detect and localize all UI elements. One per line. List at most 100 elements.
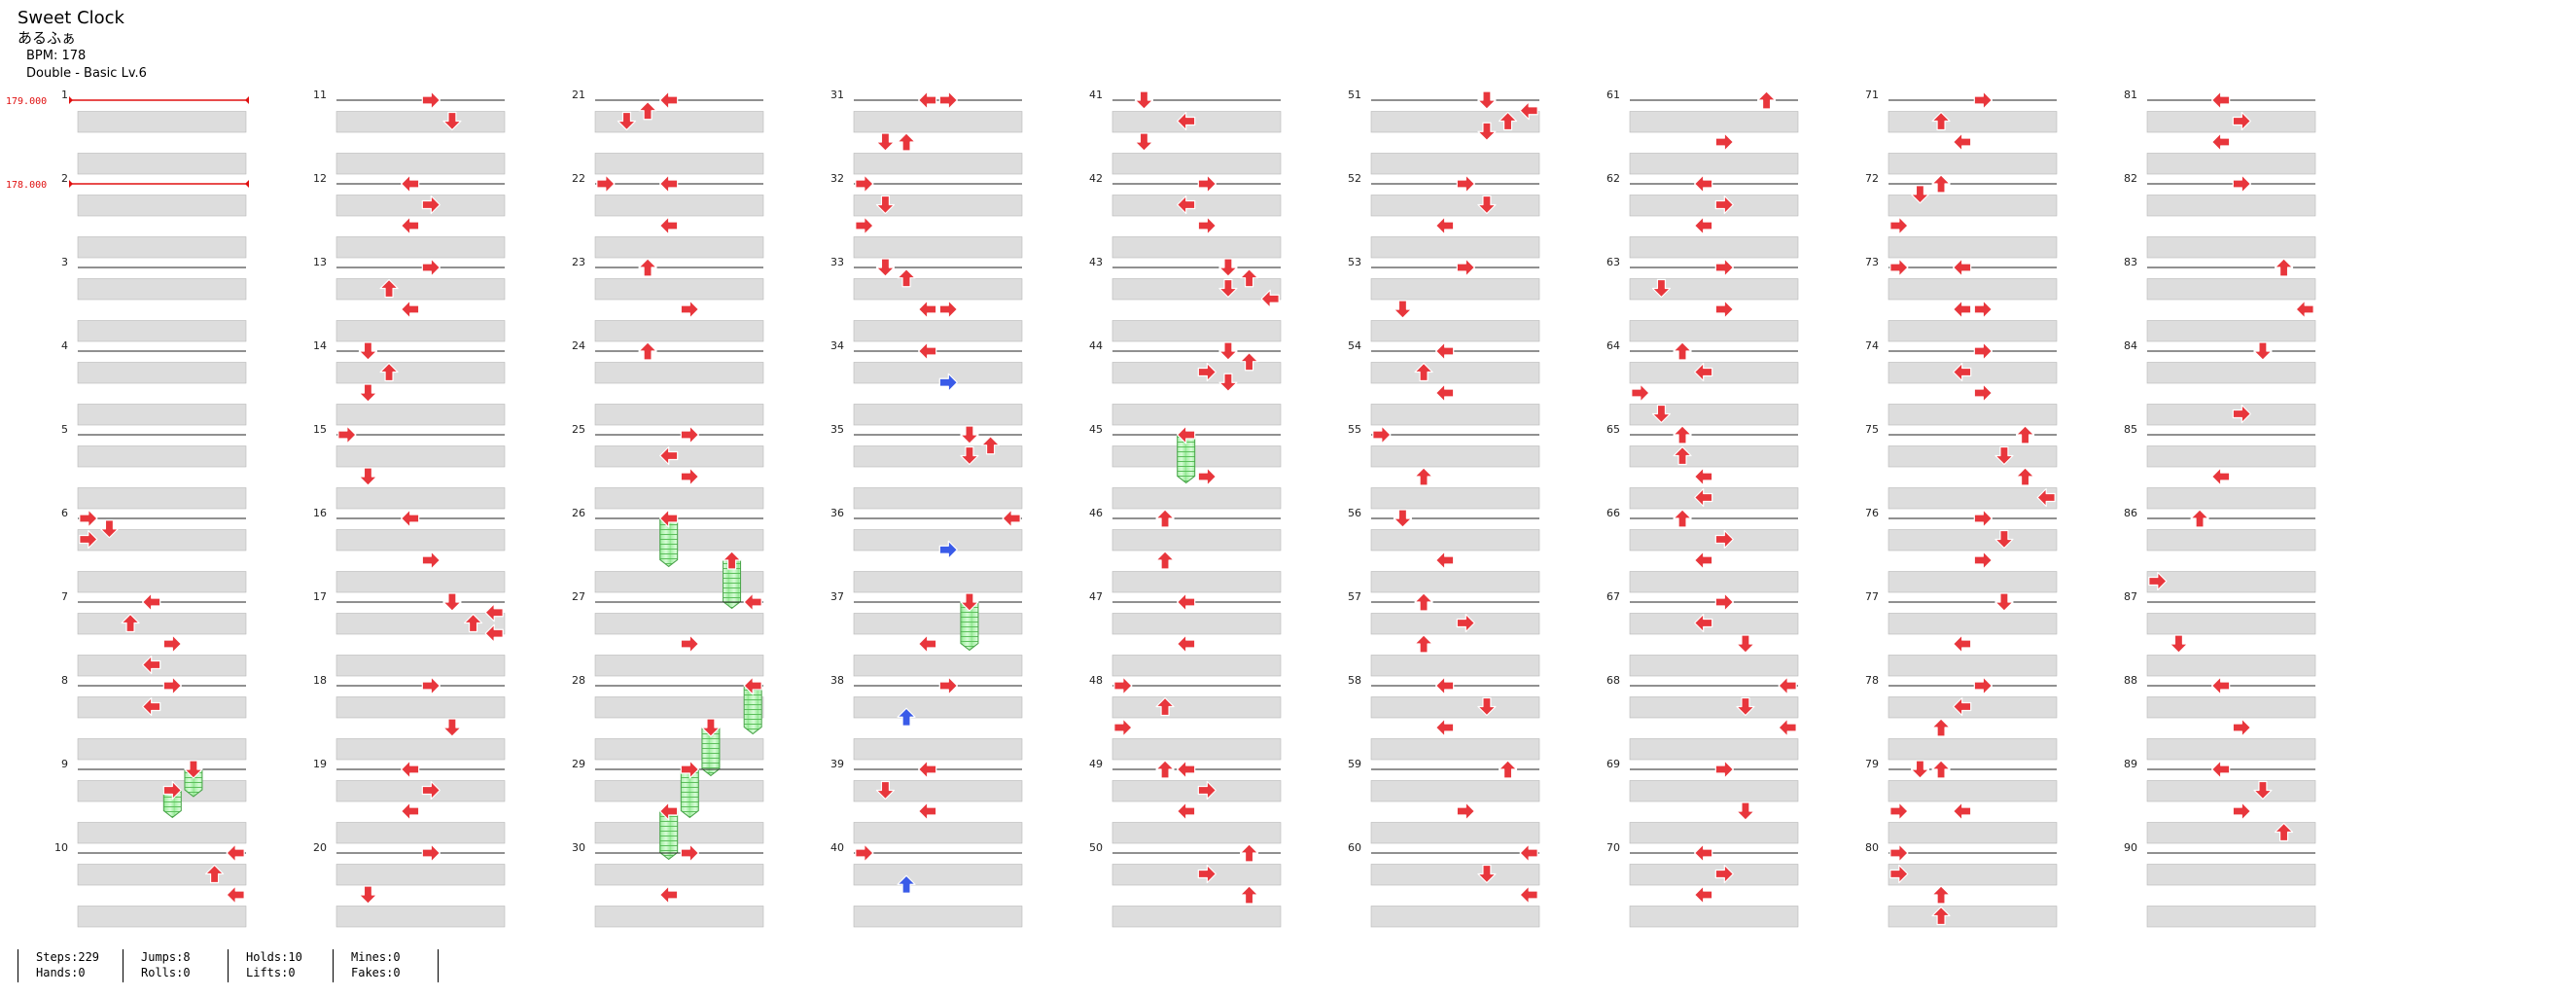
bpm-change-marker: 178.000 bbox=[6, 180, 249, 191]
measure-number: 87 bbox=[2124, 590, 2137, 603]
arrow-note bbox=[960, 592, 979, 612]
measure-number: 57 bbox=[1348, 590, 1361, 603]
stats-column: Holds:10 Lifts:0 bbox=[228, 949, 302, 982]
measure-number: 46 bbox=[1089, 507, 1103, 519]
arrow-note bbox=[1953, 801, 1972, 821]
beat-band bbox=[77, 906, 247, 928]
arrow-note bbox=[421, 195, 441, 215]
arrow-note bbox=[1973, 551, 1993, 570]
arrow-note bbox=[1177, 111, 1196, 131]
arrow-note bbox=[1973, 676, 1993, 695]
measure-86: 86 bbox=[2124, 507, 2316, 593]
measure-27: 27 bbox=[572, 590, 764, 677]
arrow-note bbox=[358, 383, 378, 403]
beat-band bbox=[335, 445, 506, 468]
beat-band bbox=[77, 195, 247, 217]
measure-49: 49 bbox=[1089, 758, 1282, 844]
beat-band bbox=[2146, 738, 2316, 761]
arrow-note bbox=[617, 111, 637, 131]
arrow-note bbox=[1953, 300, 1972, 319]
arrow-note bbox=[1218, 341, 1238, 361]
arrow-note bbox=[142, 655, 161, 675]
beat-band bbox=[2146, 195, 2316, 217]
beat-band bbox=[77, 864, 247, 886]
arrow-note bbox=[1218, 258, 1238, 277]
beat-band bbox=[1112, 822, 1282, 844]
beat-band bbox=[1370, 404, 1540, 426]
arrow-note bbox=[1714, 258, 1734, 277]
beat-band bbox=[335, 362, 506, 384]
arrow-note bbox=[1694, 843, 1713, 863]
beat-band bbox=[1629, 822, 1799, 844]
beat-band bbox=[853, 320, 1023, 342]
beat-band bbox=[77, 404, 247, 426]
arrow-note bbox=[401, 760, 420, 779]
beat-band bbox=[1888, 153, 2058, 175]
beat-band bbox=[77, 655, 247, 677]
beat-band bbox=[1370, 822, 1540, 844]
measure-number: 23 bbox=[572, 256, 585, 268]
arrow-note bbox=[1694, 551, 1713, 570]
beat-band bbox=[853, 236, 1023, 259]
arrow-note bbox=[1694, 362, 1713, 382]
arrow-note bbox=[938, 300, 958, 319]
beat-band bbox=[1370, 529, 1540, 551]
beat-band bbox=[1370, 571, 1540, 593]
arrow-note bbox=[855, 216, 874, 235]
measure-number: 13 bbox=[313, 256, 327, 268]
beat-band bbox=[2146, 613, 2316, 635]
beat-band bbox=[2146, 571, 2316, 593]
measure-number: 80 bbox=[1865, 841, 1879, 854]
arrow-note bbox=[1177, 425, 1196, 445]
arrow-note bbox=[2232, 174, 2251, 194]
measure-number: 45 bbox=[1089, 423, 1103, 436]
measure-number: 30 bbox=[572, 841, 585, 854]
arrow-note bbox=[1631, 383, 1650, 403]
beat-band bbox=[853, 362, 1023, 384]
measure-32: 32 bbox=[830, 172, 1023, 259]
arrow-note bbox=[659, 801, 679, 821]
arrow-note bbox=[1973, 509, 1993, 528]
beat-band bbox=[1370, 655, 1540, 677]
arrow-note bbox=[79, 529, 98, 550]
arrow-note bbox=[358, 341, 378, 361]
beat-band bbox=[77, 320, 247, 342]
measure-number: 27 bbox=[572, 590, 585, 603]
beat-band bbox=[1112, 362, 1282, 384]
beat-band bbox=[594, 906, 764, 928]
measure-34: 34 bbox=[830, 339, 1023, 426]
arrow-note bbox=[875, 195, 896, 215]
beat-band bbox=[1629, 320, 1799, 342]
measure-10: 10 bbox=[54, 841, 247, 928]
arrow-note bbox=[337, 425, 357, 445]
arrow-note bbox=[1155, 760, 1175, 779]
beat-band bbox=[853, 906, 1023, 928]
arrow-note bbox=[1393, 509, 1413, 528]
arrow-note bbox=[2015, 425, 2035, 445]
arrow-note bbox=[1953, 696, 1972, 717]
arrow-note bbox=[2232, 718, 2251, 737]
arrow-note bbox=[855, 843, 874, 863]
measure-number: 37 bbox=[830, 590, 844, 603]
beat-band bbox=[1370, 362, 1540, 384]
stat-value: Holds:10 bbox=[246, 950, 302, 964]
beat-band bbox=[1370, 445, 1540, 468]
arrow-note bbox=[1953, 634, 1972, 654]
arrow-note bbox=[680, 467, 699, 486]
measure-number: 16 bbox=[313, 507, 327, 519]
beat-band bbox=[2146, 445, 2316, 468]
beat-band bbox=[1112, 320, 1282, 342]
beat-band bbox=[1112, 738, 1282, 761]
measure-70: 70 bbox=[1606, 841, 1799, 928]
beat-band bbox=[2146, 362, 2316, 384]
beat-band bbox=[594, 822, 764, 844]
beat-band bbox=[594, 696, 764, 719]
beat-band bbox=[2146, 111, 2316, 133]
measure-66: 66 bbox=[1606, 507, 1799, 593]
measure-22: 22 bbox=[572, 172, 764, 259]
beat-band bbox=[335, 529, 506, 551]
beat-band bbox=[1629, 780, 1799, 802]
beat-band bbox=[77, 696, 247, 719]
arrow-note bbox=[1435, 551, 1455, 570]
beat-band bbox=[1629, 529, 1799, 551]
